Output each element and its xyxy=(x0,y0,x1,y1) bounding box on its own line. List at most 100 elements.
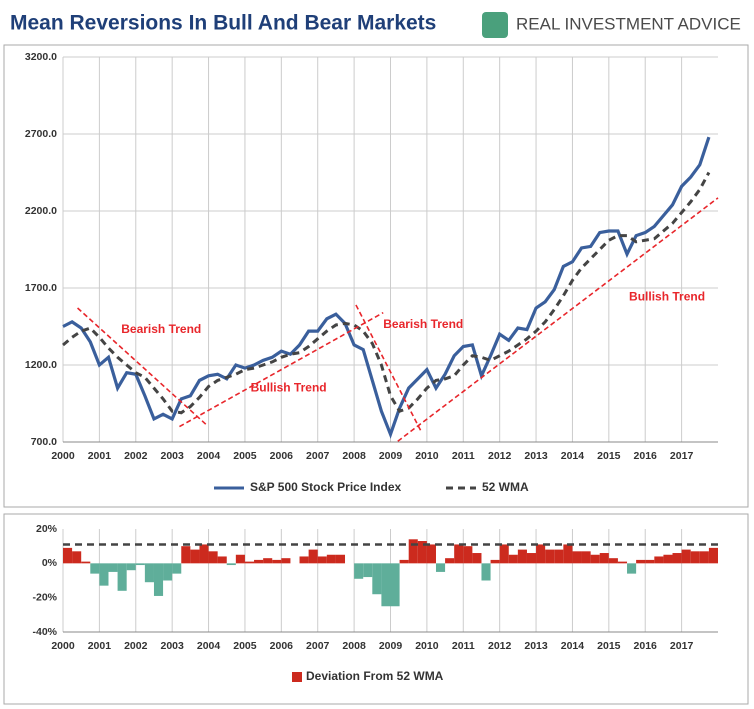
bar xyxy=(281,558,291,564)
x-tick-label: 2003 xyxy=(160,450,184,462)
trend-line xyxy=(77,307,208,426)
x-tick-label: 2000 xyxy=(51,450,75,462)
bar xyxy=(335,554,346,564)
bar xyxy=(690,551,700,564)
bar xyxy=(608,558,618,564)
bar xyxy=(508,554,518,564)
bar xyxy=(663,554,673,564)
x-tick-label: 2013 xyxy=(524,450,548,462)
bar xyxy=(499,544,509,564)
y-tick-label: 0% xyxy=(42,557,58,569)
bar xyxy=(445,558,455,564)
bar xyxy=(581,551,591,564)
x-tick-label: 2010 xyxy=(415,640,439,652)
x-tick-label: 2008 xyxy=(342,450,366,462)
bar xyxy=(517,549,527,564)
x-tick-label: 2005 xyxy=(233,640,257,652)
y-tick-label: 1200.0 xyxy=(25,359,57,371)
x-tick-label: 2016 xyxy=(634,450,658,462)
bar xyxy=(99,563,109,586)
legend-swatch xyxy=(292,672,302,682)
y-tick-label: 1700.0 xyxy=(25,282,57,294)
bar xyxy=(172,563,182,574)
y-tick-label: 20% xyxy=(36,523,58,535)
x-tick-label: 2011 xyxy=(452,640,475,652)
bar xyxy=(126,563,136,571)
bar xyxy=(308,549,318,564)
bar xyxy=(526,553,537,564)
bar xyxy=(381,563,391,607)
bar xyxy=(636,559,646,564)
bar xyxy=(181,546,191,564)
bar xyxy=(435,563,446,572)
bar xyxy=(235,554,245,564)
bar xyxy=(163,563,173,581)
bar xyxy=(399,559,409,564)
x-tick-label: 2005 xyxy=(233,450,257,462)
bar xyxy=(454,544,464,564)
x-tick-label: 2004 xyxy=(197,450,221,462)
bar xyxy=(81,561,91,564)
bar xyxy=(117,563,127,591)
x-tick-label: 2004 xyxy=(197,640,221,652)
y-tick-label: 2200.0 xyxy=(25,205,57,217)
series-line xyxy=(62,171,711,415)
x-tick-label: 2017 xyxy=(670,450,694,462)
bar xyxy=(226,563,236,566)
bar xyxy=(254,559,264,564)
y-tick-label: -40% xyxy=(32,626,57,638)
x-tick-label: 2001 xyxy=(88,450,112,462)
x-tick-label: 2017 xyxy=(670,640,694,652)
bar xyxy=(144,563,154,583)
bar xyxy=(190,549,200,564)
annotation: Bearish Trend xyxy=(383,317,463,331)
bar xyxy=(363,563,373,578)
x-tick-label: 2002 xyxy=(124,640,148,652)
y-tick-label: 3200.0 xyxy=(25,51,57,63)
bar xyxy=(153,563,164,596)
legend-label: 52 WMA xyxy=(482,480,529,494)
x-tick-label: 2014 xyxy=(561,640,585,652)
bar xyxy=(72,551,82,564)
trend-line xyxy=(397,197,719,442)
bar xyxy=(545,549,555,564)
x-tick-label: 2009 xyxy=(379,640,403,652)
bar xyxy=(263,558,273,564)
legend-label: S&P 500 Stock Price Index xyxy=(250,480,402,494)
y-tick-label: 700.0 xyxy=(31,436,57,448)
x-tick-label: 2015 xyxy=(597,640,621,652)
logo-text: REAL INVESTMENT ADVICE xyxy=(516,14,741,33)
bar xyxy=(681,549,691,564)
bar xyxy=(390,563,400,607)
x-tick-label: 2010 xyxy=(415,450,439,462)
bar xyxy=(135,563,145,566)
x-tick-label: 2016 xyxy=(634,640,658,652)
bar xyxy=(108,563,118,572)
x-tick-label: 2015 xyxy=(597,450,621,462)
bar xyxy=(372,563,382,595)
x-tick-label: 2014 xyxy=(561,450,585,462)
x-tick-label: 2002 xyxy=(124,450,148,462)
bar xyxy=(490,559,500,564)
x-tick-label: 2013 xyxy=(524,640,548,652)
annotation: Bullish Trend xyxy=(629,289,705,303)
bar xyxy=(572,551,582,564)
x-tick-label: 2007 xyxy=(306,640,330,652)
x-tick-label: 2001 xyxy=(88,640,112,652)
bar xyxy=(272,559,282,564)
bar xyxy=(63,547,73,564)
series-line xyxy=(62,136,711,439)
x-tick-label: 2012 xyxy=(488,640,512,652)
legend-label: Deviation From 52 WMA xyxy=(306,669,444,683)
x-tick-label: 2012 xyxy=(488,450,512,462)
bar xyxy=(536,544,546,564)
bar xyxy=(627,563,637,574)
annotation: Bullish Trend xyxy=(251,380,327,394)
bar xyxy=(481,563,491,581)
bar xyxy=(472,553,482,564)
annotation: Bearish Trend xyxy=(121,322,201,336)
logo-icon xyxy=(482,12,508,38)
bar xyxy=(563,544,573,564)
bar xyxy=(326,554,336,564)
x-tick-label: 2007 xyxy=(306,450,330,462)
